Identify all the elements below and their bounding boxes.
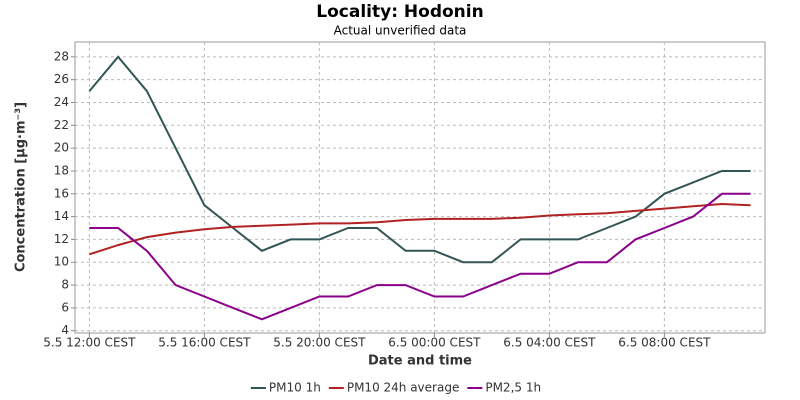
- y-tick-label: 12: [54, 232, 69, 246]
- y-tick-label: 20: [54, 141, 69, 155]
- data-line: [89, 202, 751, 256]
- y-tick-label: 22: [54, 118, 69, 132]
- y-tick-label: 24: [54, 95, 69, 109]
- x-tick-label: 5.5 16:00 CEST: [158, 336, 251, 350]
- y-tick-label: 6: [61, 300, 69, 314]
- legend-label: PM10 1h: [269, 381, 321, 395]
- data-line: [88, 55, 751, 264]
- x-tick-label: 5.5 12:00 CEST: [43, 336, 136, 350]
- y-tick-label: 14: [54, 209, 69, 223]
- y-tick-label: 18: [54, 163, 69, 177]
- y-tick-label: 16: [54, 186, 69, 200]
- y-tick-label: 26: [54, 72, 69, 86]
- chart-title: Locality: Hodonin: [316, 2, 483, 22]
- y-tick-label: 8: [61, 278, 69, 292]
- legend-label: PM10 24h average: [347, 381, 460, 395]
- x-tick-label: 6.5 00:00 CEST: [388, 336, 481, 350]
- plot-area: [74, 41, 766, 334]
- data-line: [89, 192, 751, 321]
- chart-subtitle: Actual unverified data: [334, 24, 467, 38]
- x-axis-label: Date and time: [368, 354, 472, 369]
- x-tick-label: 6.5 04:00 CEST: [503, 336, 596, 350]
- y-tick-label: 4: [61, 323, 69, 337]
- x-tick-label: 5.5 20:00 CEST: [273, 336, 366, 350]
- x-tick-label: 6.5 08:00 CEST: [618, 336, 711, 350]
- y-tick-label: 28: [54, 49, 69, 63]
- y-axis-label: Concentration [µg·m⁻³]: [14, 102, 29, 272]
- y-tick-label: 10: [54, 255, 69, 269]
- legend-label: PM2,5 1h: [485, 381, 541, 395]
